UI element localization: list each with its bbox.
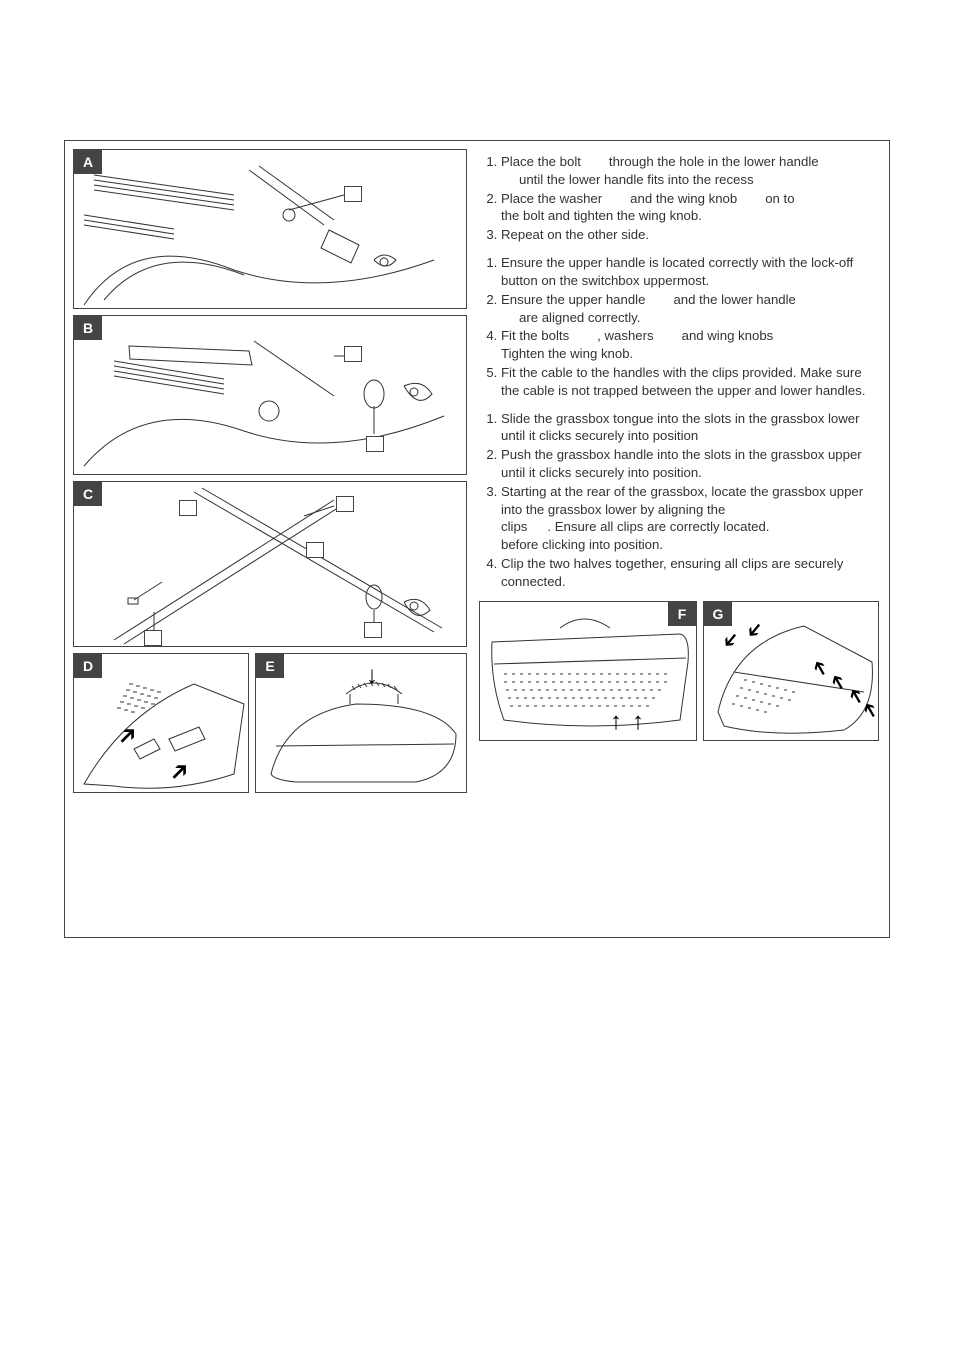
lh-step-2: Place the washer and the wing knob on to t… bbox=[501, 190, 873, 226]
lh-step-3: Repeat on the other side. bbox=[501, 226, 873, 244]
figure-g-drawing bbox=[704, 602, 880, 742]
figure-a-callout-1 bbox=[344, 186, 362, 202]
uh-s2-c: are aligned correctly. bbox=[501, 310, 640, 325]
gb-s3-d: before clicking into position. bbox=[501, 537, 663, 552]
uh-step-5: Fit the cable to the handles with the cl… bbox=[501, 364, 873, 400]
figure-c-callout-1 bbox=[179, 500, 197, 516]
gb-step-4: Clip the two halves together, ensuring a… bbox=[501, 555, 873, 591]
upper-handle-steps: Ensure the upper handle is located corre… bbox=[479, 254, 879, 400]
lh-step-1: Place the bolt through the hole in the lo… bbox=[501, 153, 873, 189]
figure-a: A bbox=[73, 149, 467, 309]
uh-step-4: Fit the bolts , washers and wing knobs Tig… bbox=[501, 327, 873, 363]
left-column: A bbox=[73, 149, 467, 793]
lh-s2-d: the bolt and tighten the wing knob. bbox=[501, 208, 702, 223]
figure-c-callout-3 bbox=[306, 542, 324, 558]
right-column: Place the bolt through the hole in the lo… bbox=[479, 149, 879, 741]
lh-s2-a: Place the washer bbox=[501, 191, 602, 206]
figure-e: E ↓ bbox=[255, 653, 467, 793]
figure-b-drawing bbox=[74, 316, 468, 476]
figure-fg-row: F ↑ ↑ G bbox=[479, 601, 879, 741]
uh-s2-b: and the lower handle bbox=[673, 292, 795, 307]
figure-de-row: D ➔ ➔ bbox=[73, 653, 467, 793]
figure-c: C bbox=[73, 481, 467, 647]
gb-step-3: Starting at the rear of the grassbox, lo… bbox=[501, 483, 873, 554]
uh-s2-a: Ensure the upper handle bbox=[501, 292, 645, 307]
lh-s2-b: and the wing knob bbox=[630, 191, 737, 206]
uh-step-1: Ensure the upper handle is located corre… bbox=[501, 254, 873, 290]
uh-step-2: Ensure the upper handle and the lower han… bbox=[501, 291, 873, 327]
gb-step-1: Slide the grassbox tongue into the slots… bbox=[501, 410, 873, 446]
figure-b-callout-1 bbox=[344, 346, 362, 362]
lh-s1-b: through the hole in the lower handle bbox=[609, 154, 819, 169]
figure-g: G ➔ ➔ ➔ ➔ ➔ ➔ bbox=[703, 601, 879, 741]
uh-s4-b: , washers bbox=[597, 328, 653, 343]
figure-f-drawing bbox=[480, 602, 698, 742]
gb-s3-c: . Ensure all clips are correctly located… bbox=[547, 519, 769, 534]
lh-s1-a: Place the bolt bbox=[501, 154, 581, 169]
figure-f-arrow-2: ↑ bbox=[632, 710, 644, 734]
figure-f: F ↑ ↑ bbox=[479, 601, 697, 741]
figure-c-callout-2 bbox=[336, 496, 354, 512]
uh-s4-d: Tighten the wing knob. bbox=[501, 346, 633, 361]
lh-s1-c: until the lower handle fits into the rec… bbox=[501, 172, 754, 187]
figure-d: D ➔ ➔ bbox=[73, 653, 249, 793]
lower-handle-steps: Place the bolt through the hole in the lo… bbox=[479, 153, 879, 244]
figure-e-arrow: ↓ bbox=[366, 664, 378, 688]
figure-d-drawing bbox=[74, 654, 250, 794]
uh-s4-c: and wing knobs bbox=[682, 328, 774, 343]
grassbox-steps: Slide the grassbox tongue into the slots… bbox=[479, 410, 879, 591]
figure-c-drawing bbox=[74, 482, 468, 648]
figure-f-arrow-1: ↑ bbox=[610, 710, 622, 734]
figure-b-callout-2 bbox=[366, 436, 384, 452]
figure-b: B bbox=[73, 315, 467, 475]
gb-s3-b: clips bbox=[501, 519, 527, 534]
page-frame: A bbox=[64, 140, 890, 938]
gb-s3-a: Starting at the rear of the grassbox, lo… bbox=[501, 484, 863, 517]
figure-c-callout-4 bbox=[364, 622, 382, 638]
lh-s2-c: on to bbox=[765, 191, 794, 206]
figure-e-drawing bbox=[256, 654, 468, 794]
figure-c-callout-5 bbox=[144, 630, 162, 646]
uh-s4-a: Fit the bolts bbox=[501, 328, 569, 343]
gb-step-2: Push the grassbox handle into the slots … bbox=[501, 446, 873, 482]
figure-a-drawing bbox=[74, 150, 468, 310]
